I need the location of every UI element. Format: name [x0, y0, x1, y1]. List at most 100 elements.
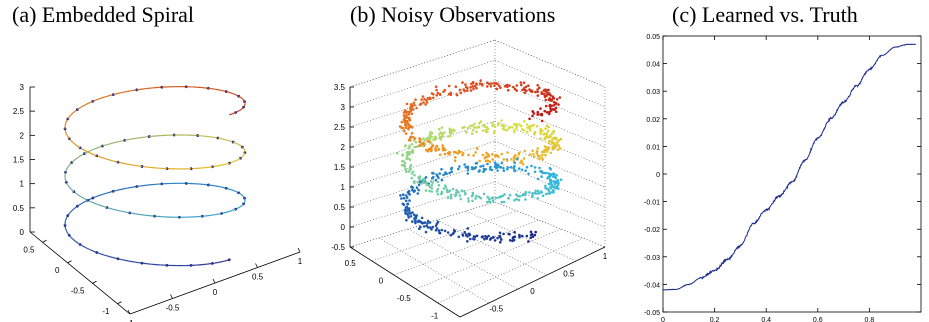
spiral-segment: [73, 142, 76, 145]
observation-point: [520, 234, 524, 238]
observation-point: [461, 234, 465, 237]
observation-point: [463, 230, 466, 234]
observation-point: [422, 137, 425, 140]
observation-point: [411, 211, 414, 214]
y-tick-label: 0.05: [646, 34, 660, 41]
observation-point: [421, 95, 425, 98]
observation-point: [437, 183, 441, 187]
spiral-segment: [106, 158, 110, 161]
spiral-segment: [227, 210, 230, 213]
spiral-segment: [84, 103, 87, 106]
observation-point: [496, 154, 499, 158]
observation-point: [459, 91, 463, 95]
observation-point: [411, 170, 415, 174]
observation-point: [510, 158, 513, 161]
spiral-segment: [65, 133, 68, 136]
observation-point: [536, 189, 540, 193]
observation-point: [408, 158, 412, 161]
spiral-segment: [67, 117, 70, 120]
spiral-segment: [233, 208, 236, 211]
spiral-segment: [102, 144, 106, 147]
observation-point: [467, 197, 470, 200]
spiral-segment: [241, 194, 243, 196]
spiral-segment: [107, 143, 111, 146]
observation-point: [442, 187, 446, 190]
observation-point: [513, 130, 516, 134]
observation-point: [422, 101, 425, 104]
observation-point: [474, 197, 477, 200]
observation-point: [411, 220, 414, 223]
observation-point: [466, 126, 470, 130]
observation-point: [454, 156, 457, 159]
observation-point: [492, 236, 495, 239]
y-tick-label: 0.02: [646, 117, 660, 124]
spiral-marker: [165, 167, 169, 171]
observation-point: [452, 128, 455, 132]
observation-point: [409, 165, 412, 168]
spiral-segment: [70, 113, 73, 116]
observation-point: [469, 89, 473, 92]
observation-point: [475, 234, 479, 238]
observation-point: [434, 147, 437, 150]
spiral-segment: [98, 156, 102, 159]
spiral-segment: [69, 236, 72, 239]
observation-point: [525, 89, 528, 92]
spiral-segment: [90, 149, 94, 152]
observation-point: [535, 125, 539, 128]
observation-point: [404, 194, 408, 197]
spiral-segment: [95, 195, 98, 198]
observation-point: [396, 152, 399, 155]
observation-point: [408, 209, 411, 212]
observation-point: [484, 128, 488, 132]
observation-point: [412, 213, 416, 217]
observation-point: [440, 178, 444, 182]
z-tick-label: 3: [341, 103, 346, 112]
observation-point: [425, 98, 428, 102]
spiral-segment: [104, 206, 107, 209]
y-tick-label: 0: [213, 288, 218, 297]
observation-point: [459, 197, 463, 201]
observation-point: [540, 175, 543, 178]
spiral-segment: [240, 108, 242, 111]
observation-point: [432, 138, 435, 141]
observation-point: [507, 197, 510, 200]
observation-point: [551, 138, 554, 141]
observation-point: [486, 152, 490, 156]
observation-point: [500, 161, 504, 165]
observation-point: [548, 92, 551, 95]
observation-point: [557, 144, 560, 147]
z-tick-label: 0.5: [13, 204, 25, 213]
observation-point: [446, 231, 450, 234]
observation-point: [438, 133, 441, 136]
spiral-segment: [95, 147, 98, 150]
observation-point: [505, 159, 509, 162]
observation-point: [525, 130, 529, 134]
observation-point: [425, 137, 428, 141]
observation-point: [508, 233, 511, 236]
y-tick-label: 0.03: [646, 89, 660, 96]
observation-point: [419, 138, 422, 141]
observation-point: [522, 81, 526, 85]
spiral-segment: [98, 252, 102, 255]
observation-point: [497, 163, 500, 167]
observation-point: [552, 100, 556, 104]
observation-point: [534, 230, 537, 234]
observation-point: [449, 193, 453, 197]
observation-point: [513, 169, 516, 172]
observation-point: [532, 123, 535, 127]
observation-point: [551, 148, 554, 151]
spiral-segment: [238, 144, 241, 146]
spiral-segment: [68, 186, 71, 189]
spiral-segment: [117, 209, 121, 212]
spiral-segment: [77, 156, 80, 159]
observation-point: [411, 149, 415, 152]
observation-point: [515, 193, 518, 196]
observation-point: [431, 225, 435, 229]
spiral-segment: [71, 160, 74, 163]
observation-point: [472, 166, 475, 170]
observation-point: [497, 122, 500, 125]
observation-point: [493, 154, 497, 158]
observation-point: [466, 240, 469, 243]
observation-point: [559, 178, 563, 181]
observation-point: [493, 84, 496, 87]
